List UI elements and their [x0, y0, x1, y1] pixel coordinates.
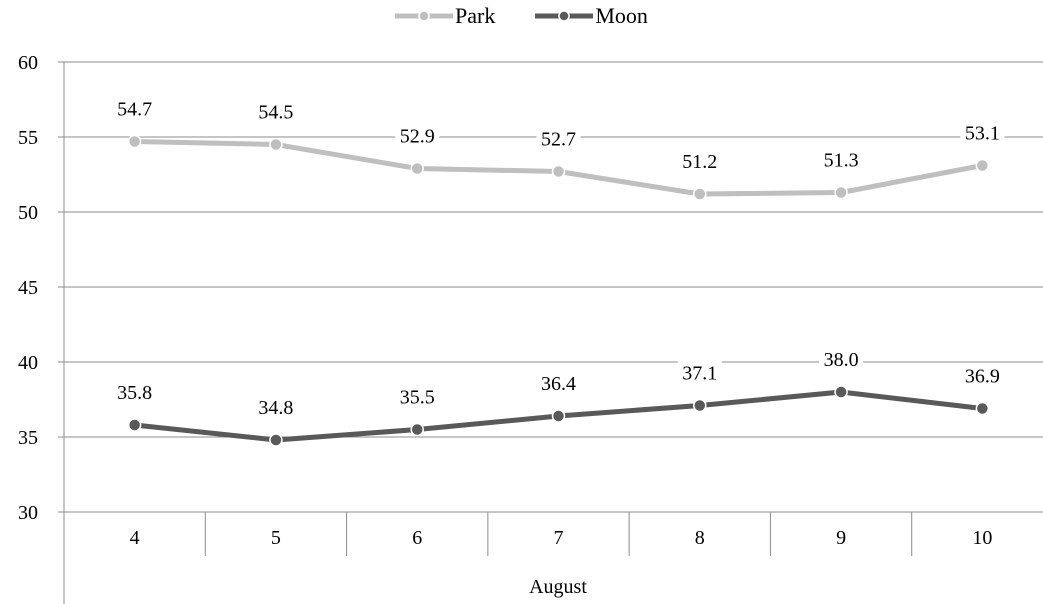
- y-tick-label: 35: [18, 427, 38, 449]
- data-point: [127, 418, 142, 432]
- data-point: [693, 187, 707, 201]
- data-label: 35.8: [117, 382, 152, 404]
- x-tick-label: 7: [554, 527, 564, 549]
- x-tick-label: 9: [836, 527, 846, 549]
- y-tick-label: 45: [18, 277, 38, 299]
- data-label: 36.4: [541, 373, 576, 395]
- data-label: 54.7: [117, 99, 152, 121]
- data-point: [975, 158, 990, 173]
- legend-item-park: Park: [395, 3, 495, 29]
- y-tick-label: 40: [18, 352, 38, 374]
- data-point: [551, 409, 566, 423]
- moon-legend-marker: [535, 10, 594, 22]
- data-label-bg: [112, 96, 157, 121]
- data-label-bg: [960, 363, 1005, 388]
- data-point: [410, 161, 424, 176]
- data-point: [551, 164, 566, 179]
- data-label: 53.1: [965, 123, 1000, 145]
- data-label-bg: [112, 380, 157, 404]
- data-label-bg: [960, 120, 1005, 145]
- gridlines: [64, 61, 1043, 513]
- x-axis: 4 5 6 7 8 9 10: [130, 512, 992, 556]
- park-legend-marker: [395, 10, 454, 22]
- data-label-bg: [395, 384, 440, 409]
- data-label-bg: [253, 395, 298, 419]
- legend-item-moon: Moon: [535, 3, 648, 29]
- data-label-bg: [677, 149, 722, 173]
- data-point: [269, 433, 283, 447]
- data-label: 52.7: [541, 129, 576, 151]
- data-label: 38.0: [824, 349, 859, 371]
- data-point: [410, 422, 424, 437]
- legend-label-moon: Moon: [595, 3, 648, 28]
- data-label: 34.8: [258, 397, 293, 419]
- x-tick-label: 8: [695, 527, 705, 549]
- data-label: 52.9: [400, 126, 435, 148]
- data-point: [127, 134, 142, 149]
- data-point: [269, 137, 283, 152]
- data-label: 35.5: [400, 387, 435, 409]
- series-moon: 35.8 34.8 35.5 36.4 37.1 38.0 36.9: [112, 347, 1005, 447]
- data-label-bg: [395, 123, 440, 148]
- x-tick-label: 4: [130, 527, 140, 549]
- legend-label-park: Park: [455, 3, 496, 28]
- x-tick-label: 6: [412, 527, 422, 549]
- series-park: 54.7 54.5 52.9 52.7 51.2 51.3 53.1: [112, 96, 1005, 201]
- data-label: 51.2: [682, 151, 717, 173]
- series-group: 54.7 54.5 52.9 52.7 51.2 51.3 53.1 35.8 34.8 35.5…: [112, 96, 1005, 447]
- data-label-bg: [253, 99, 298, 124]
- data-point: [834, 385, 848, 399]
- data-label-bg: [536, 371, 581, 395]
- data-label: 54.5: [258, 102, 293, 124]
- y-tick-label: 50: [18, 202, 38, 224]
- y-axis: 30 35 40 45 50 55 60: [18, 52, 65, 604]
- x-tick-label: 10: [972, 527, 992, 549]
- data-label-bg: [819, 147, 864, 172]
- data-label-bg: [819, 347, 864, 371]
- y-tick-label: 30: [18, 502, 38, 524]
- y-tick-label: 60: [18, 52, 38, 74]
- data-label: 36.9: [965, 366, 1000, 388]
- data-label-bg: [677, 360, 722, 385]
- data-point: [834, 185, 848, 200]
- data-point: [693, 398, 707, 413]
- x-tick-label: 5: [271, 527, 281, 549]
- legend: Park Moon: [0, 3, 1043, 29]
- data-label-bg: [536, 126, 581, 151]
- data-label: 37.1: [682, 363, 717, 385]
- x-group-label: August: [529, 576, 587, 598]
- data-point: [975, 401, 990, 416]
- y-tick-label: 55: [18, 127, 38, 149]
- data-label: 51.3: [824, 150, 859, 172]
